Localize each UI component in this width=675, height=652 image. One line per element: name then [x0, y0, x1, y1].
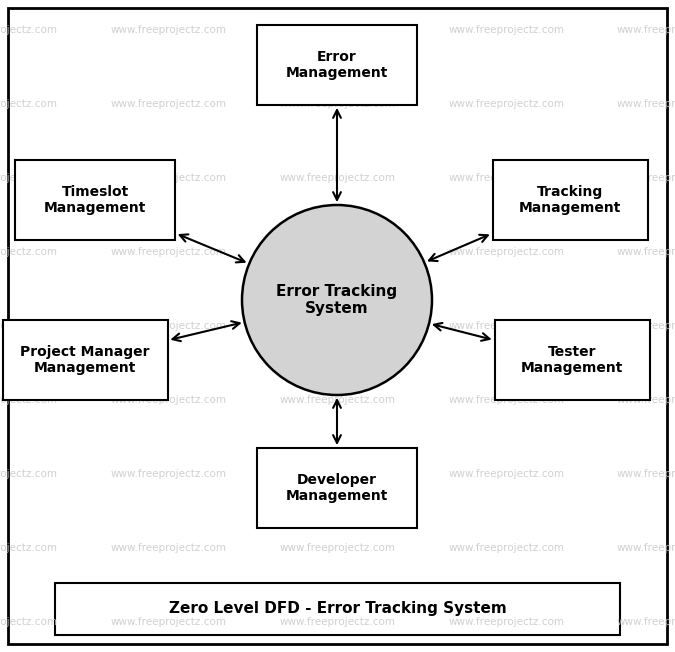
Text: www.freeprojectz.com: www.freeprojectz.com — [0, 247, 58, 257]
Text: www.freeprojectz.com: www.freeprojectz.com — [111, 247, 227, 257]
Bar — [55, 583, 620, 635]
Bar — [495, 320, 649, 400]
Text: www.freeprojectz.com: www.freeprojectz.com — [279, 395, 396, 405]
Text: www.freeprojectz.com: www.freeprojectz.com — [448, 99, 564, 109]
Text: www.freeprojectz.com: www.freeprojectz.com — [448, 173, 564, 183]
Text: Zero Level DFD - Error Tracking System: Zero Level DFD - Error Tracking System — [169, 602, 506, 617]
Text: www.freeprojectz.com: www.freeprojectz.com — [111, 617, 227, 627]
Text: www.freeprojectz.com: www.freeprojectz.com — [448, 25, 564, 35]
Text: www.freeprojectz.com: www.freeprojectz.com — [448, 395, 564, 405]
Bar — [257, 25, 417, 105]
Text: Error
Management: Error Management — [286, 50, 388, 80]
Text: www.freeprojectz.com: www.freeprojectz.com — [448, 469, 564, 479]
Text: www.freeprojectz.com: www.freeprojectz.com — [617, 321, 675, 331]
Text: www.freeprojectz.com: www.freeprojectz.com — [0, 395, 58, 405]
Text: www.freeprojectz.com: www.freeprojectz.com — [617, 617, 675, 627]
Text: Timeslot
Management: Timeslot Management — [44, 185, 146, 215]
Text: www.freeprojectz.com: www.freeprojectz.com — [0, 469, 58, 479]
Text: Project Manager
Management: Project Manager Management — [20, 345, 150, 375]
Text: www.freeprojectz.com: www.freeprojectz.com — [0, 25, 58, 35]
Text: www.freeprojectz.com: www.freeprojectz.com — [0, 543, 58, 553]
Text: www.freeprojectz.com: www.freeprojectz.com — [111, 99, 227, 109]
Text: www.freeprojectz.com: www.freeprojectz.com — [0, 321, 58, 331]
Text: www.freeprojectz.com: www.freeprojectz.com — [279, 321, 396, 331]
Text: Tracking
Management: Tracking Management — [519, 185, 621, 215]
Bar — [15, 160, 175, 240]
Text: www.freeprojectz.com: www.freeprojectz.com — [617, 99, 675, 109]
Text: www.freeprojectz.com: www.freeprojectz.com — [279, 543, 396, 553]
Text: www.freeprojectz.com: www.freeprojectz.com — [617, 25, 675, 35]
Text: www.freeprojectz.com: www.freeprojectz.com — [279, 25, 396, 35]
Text: www.freeprojectz.com: www.freeprojectz.com — [279, 173, 396, 183]
Text: www.freeprojectz.com: www.freeprojectz.com — [111, 321, 227, 331]
Text: www.freeprojectz.com: www.freeprojectz.com — [448, 617, 564, 627]
Text: www.freeprojectz.com: www.freeprojectz.com — [617, 395, 675, 405]
Bar — [3, 320, 167, 400]
Text: Tester
Management: Tester Management — [521, 345, 623, 375]
Bar — [257, 448, 417, 528]
Text: www.freeprojectz.com: www.freeprojectz.com — [0, 99, 58, 109]
Bar — [493, 160, 647, 240]
Circle shape — [242, 205, 432, 395]
Text: www.freeprojectz.com: www.freeprojectz.com — [111, 543, 227, 553]
Text: www.freeprojectz.com: www.freeprojectz.com — [111, 25, 227, 35]
Text: www.freeprojectz.com: www.freeprojectz.com — [111, 395, 227, 405]
Text: www.freeprojectz.com: www.freeprojectz.com — [448, 321, 564, 331]
Text: www.freeprojectz.com: www.freeprojectz.com — [617, 173, 675, 183]
Text: www.freeprojectz.com: www.freeprojectz.com — [111, 469, 227, 479]
Text: www.freeprojectz.com: www.freeprojectz.com — [617, 469, 675, 479]
Text: Error Tracking
System: Error Tracking System — [277, 284, 398, 316]
Text: www.freeprojectz.com: www.freeprojectz.com — [279, 617, 396, 627]
Text: www.freeprojectz.com: www.freeprojectz.com — [617, 543, 675, 553]
Text: www.freeprojectz.com: www.freeprojectz.com — [0, 617, 58, 627]
Text: www.freeprojectz.com: www.freeprojectz.com — [279, 247, 396, 257]
Text: www.freeprojectz.com: www.freeprojectz.com — [617, 247, 675, 257]
Text: Developer
Management: Developer Management — [286, 473, 388, 503]
Text: www.freeprojectz.com: www.freeprojectz.com — [279, 469, 396, 479]
Text: www.freeprojectz.com: www.freeprojectz.com — [448, 247, 564, 257]
Text: www.freeprojectz.com: www.freeprojectz.com — [111, 173, 227, 183]
Text: www.freeprojectz.com: www.freeprojectz.com — [279, 99, 396, 109]
Text: www.freeprojectz.com: www.freeprojectz.com — [0, 173, 58, 183]
Text: www.freeprojectz.com: www.freeprojectz.com — [448, 543, 564, 553]
